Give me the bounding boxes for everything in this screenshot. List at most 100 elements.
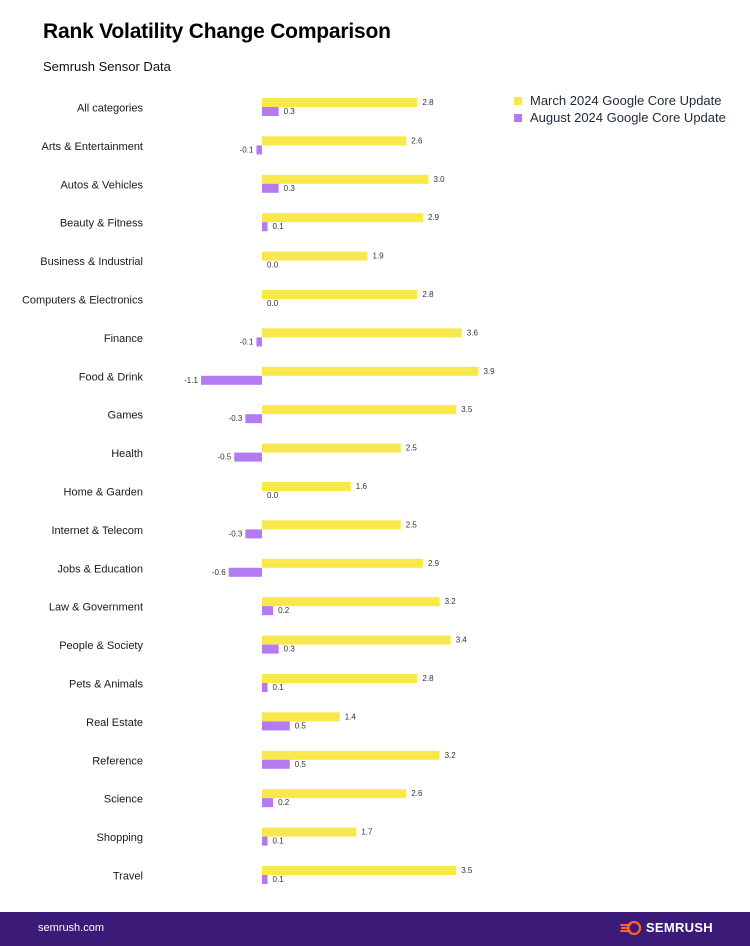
bar-august-beauty-fitness xyxy=(262,222,268,232)
value-label-march-real-estate: 1.4 xyxy=(345,712,357,721)
value-label-august-travel: 0.1 xyxy=(273,875,285,884)
value-label-august-internet-telecom: -0.3 xyxy=(229,529,243,538)
bar-chart: All categories 2.8 0.3 Arts & Entertainment… xyxy=(22,98,495,884)
chart-subtitle: Semrush Sensor Data xyxy=(43,59,171,74)
category-label-health: Health xyxy=(111,448,143,460)
value-label-august-science: 0.2 xyxy=(278,798,290,807)
bar-march-science xyxy=(262,789,407,799)
value-label-march-beauty-fitness: 2.9 xyxy=(428,213,440,222)
category-label-internet-telecom: Internet & Telecom xyxy=(51,525,143,537)
value-label-august-home-garden: 0.0 xyxy=(267,491,279,500)
value-label-august-games: -0.3 xyxy=(229,414,243,423)
value-label-march-health: 2.5 xyxy=(406,444,418,453)
bar-august-autos-vehicles xyxy=(262,183,279,193)
bar-march-all-categories xyxy=(262,98,418,107)
value-label-august-autos-vehicles: 0.3 xyxy=(284,184,296,193)
value-label-august-law-government: 0.2 xyxy=(278,606,290,615)
value-label-march-food-drink: 3.9 xyxy=(483,367,495,376)
value-label-august-business-industrial: 0.0 xyxy=(267,261,279,270)
value-label-march-pets-animals: 2.8 xyxy=(422,674,434,683)
category-label-all-categories: All categories xyxy=(77,103,144,115)
value-label-march-shopping: 1.7 xyxy=(361,828,373,837)
bar-march-finance xyxy=(262,328,462,338)
value-label-march-jobs-education: 2.9 xyxy=(428,559,440,568)
category-label-autos-vehicles: Autos & Vehicles xyxy=(60,179,143,191)
bar-march-shopping xyxy=(262,827,357,837)
bar-march-business-industrial xyxy=(262,251,368,261)
category-label-travel: Travel xyxy=(113,871,143,883)
legend-swatch-august xyxy=(514,113,522,122)
bar-august-science xyxy=(262,798,274,808)
value-label-march-home-garden: 1.6 xyxy=(356,482,368,491)
bar-august-reference xyxy=(262,759,290,769)
footer-url[interactable]: semrush.com xyxy=(38,922,105,934)
value-label-august-finance: -0.1 xyxy=(240,337,254,346)
legend-label-august: August 2024 Google Core Update xyxy=(530,110,726,125)
value-label-march-science: 2.6 xyxy=(411,789,423,798)
category-label-games: Games xyxy=(108,410,144,422)
bar-august-finance xyxy=(256,337,262,347)
category-label-business-industrial: Business & Industrial xyxy=(40,256,143,268)
category-label-jobs-education: Jobs & Education xyxy=(57,563,143,575)
category-label-law-government: Law & Government xyxy=(49,602,143,614)
chart-title: Rank Volatility Change Comparison xyxy=(43,20,391,43)
value-label-march-people-society: 3.4 xyxy=(456,636,468,645)
category-label-beauty-fitness: Beauty & Fitness xyxy=(60,218,144,230)
category-label-finance: Finance xyxy=(104,333,143,345)
value-label-march-business-industrial: 1.9 xyxy=(372,252,384,261)
bar-august-arts-entertainment xyxy=(256,145,262,155)
bar-august-shopping xyxy=(262,836,268,846)
category-label-food-drink: Food & Drink xyxy=(79,371,144,383)
legend-item-march: March 2024 Google Core Update xyxy=(514,92,726,109)
value-label-march-law-government: 3.2 xyxy=(445,597,457,606)
category-label-science: Science xyxy=(104,794,143,806)
value-label-august-computers-electronics: 0.0 xyxy=(267,299,279,308)
bar-march-health xyxy=(262,443,401,453)
category-label-computers-electronics: Computers & Electronics xyxy=(22,295,144,307)
bar-august-food-drink xyxy=(200,375,262,385)
value-label-august-reference: 0.5 xyxy=(295,760,307,769)
brand-logo: SEMRUSH xyxy=(619,920,713,935)
bar-march-autos-vehicles xyxy=(262,174,429,184)
value-label-march-finance: 3.6 xyxy=(467,328,479,337)
category-label-shopping: Shopping xyxy=(97,832,144,844)
bar-august-people-society xyxy=(262,644,279,654)
bar-august-health xyxy=(234,452,262,462)
value-label-march-internet-telecom: 2.5 xyxy=(406,520,418,529)
bar-march-travel xyxy=(262,866,457,875)
bar-march-beauty-fitness xyxy=(262,213,423,223)
value-label-august-pets-animals: 0.1 xyxy=(273,683,285,692)
value-label-march-games: 3.5 xyxy=(461,405,473,414)
legend-label-march: March 2024 Google Core Update xyxy=(530,93,722,108)
semrush-logo-icon xyxy=(619,920,641,935)
value-label-march-reference: 3.2 xyxy=(445,751,457,760)
value-label-august-jobs-education: -0.6 xyxy=(212,568,226,577)
bar-august-law-government xyxy=(262,606,274,616)
footer: semrush.com SEMRUSH xyxy=(0,912,750,946)
bar-march-pets-animals xyxy=(262,674,418,683)
category-label-reference: Reference xyxy=(92,755,143,767)
bar-august-internet-telecom xyxy=(245,529,262,539)
legend: March 2024 Google Core Update August 202… xyxy=(514,92,726,126)
value-label-august-health: -0.5 xyxy=(217,453,231,462)
bar-august-all-categories xyxy=(262,107,279,116)
bar-august-pets-animals xyxy=(262,683,268,692)
bar-march-people-society xyxy=(262,635,451,645)
value-label-march-autos-vehicles: 3.0 xyxy=(434,175,446,184)
value-label-august-arts-entertainment: -0.1 xyxy=(240,145,254,154)
legend-item-august: August 2024 Google Core Update xyxy=(514,109,726,126)
bar-march-real-estate xyxy=(262,712,340,722)
category-label-people-society: People & Society xyxy=(59,640,143,652)
bar-march-computers-electronics xyxy=(262,290,418,299)
brand-name: SEMRUSH xyxy=(645,920,713,935)
bar-march-arts-entertainment xyxy=(262,136,407,146)
bar-august-games xyxy=(245,414,262,424)
bar-august-jobs-education xyxy=(228,567,262,577)
bar-march-games xyxy=(262,405,457,415)
value-label-august-people-society: 0.3 xyxy=(284,645,296,654)
bar-march-law-government xyxy=(262,597,440,607)
value-label-august-real-estate: 0.5 xyxy=(295,721,307,730)
category-label-arts-entertainment: Arts & Entertainment xyxy=(42,141,144,153)
category-label-real-estate: Real Estate xyxy=(86,717,143,729)
bar-march-food-drink xyxy=(262,366,479,376)
